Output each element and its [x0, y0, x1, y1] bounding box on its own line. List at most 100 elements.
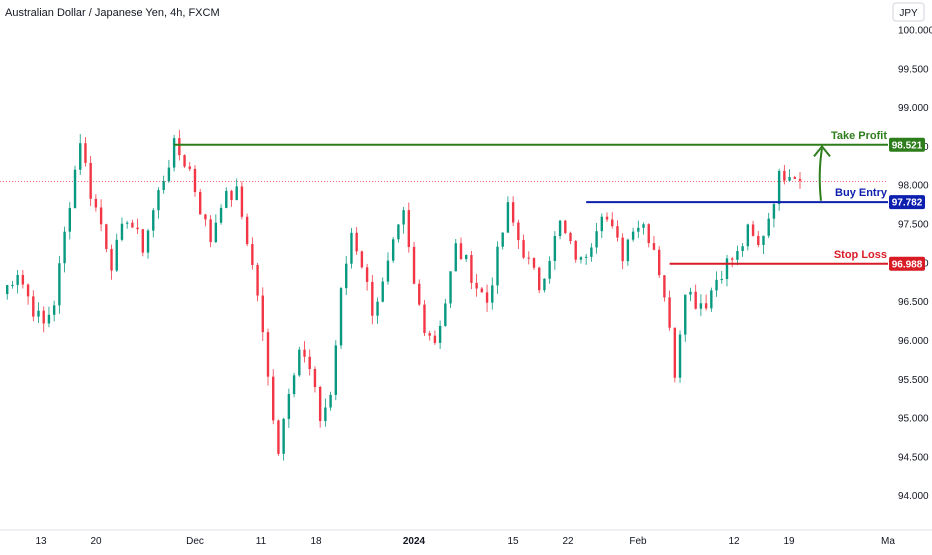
candle	[777, 168, 781, 211]
candle	[334, 340, 338, 401]
candle	[746, 223, 750, 251]
candle	[391, 237, 395, 263]
candle	[694, 284, 697, 310]
x-tick-label: 15	[507, 536, 519, 547]
candle	[376, 297, 379, 324]
x-tick-label: Dec	[186, 536, 204, 547]
candle	[522, 234, 525, 259]
candle	[303, 341, 306, 363]
candle	[84, 137, 87, 167]
candle	[433, 330, 437, 345]
candle	[590, 243, 593, 262]
candle	[438, 320, 442, 350]
y-tick-label: 100.000	[898, 26, 932, 37]
currency-button[interactable]: JPY	[892, 2, 925, 22]
candle	[762, 235, 765, 255]
candle	[684, 294, 687, 342]
candle	[198, 188, 202, 215]
candle	[736, 245, 739, 266]
candle	[464, 254, 468, 262]
y-tick-label: 96.500	[898, 297, 929, 308]
candle	[652, 236, 656, 251]
candle	[558, 219, 562, 240]
chart-title: Australian Dollar / Japanese Yen, 4h, FX…	[5, 7, 220, 19]
candle	[287, 388, 291, 428]
candle	[663, 275, 666, 302]
candle	[105, 223, 108, 253]
candle	[605, 212, 609, 222]
y-tick-label: 94.000	[898, 491, 929, 502]
arrow-layer	[813, 144, 831, 201]
candle	[678, 330, 682, 383]
candle	[480, 286, 484, 293]
candle	[689, 287, 692, 302]
candle	[704, 294, 708, 311]
candle	[725, 254, 729, 287]
candle	[418, 279, 421, 307]
level-name-label: Buy Entry	[835, 187, 888, 199]
levels-layer[interactable]: Take Profit Buy Entry Stop Loss	[174, 130, 888, 265]
candle	[329, 391, 332, 411]
y-tick-label: 97.500	[898, 220, 929, 231]
candle	[595, 222, 598, 254]
candle	[553, 231, 557, 270]
candle	[720, 270, 723, 284]
candle	[16, 269, 19, 294]
candle	[501, 232, 504, 250]
candle	[543, 278, 546, 293]
candle	[397, 224, 400, 243]
price-tag	[889, 256, 925, 271]
candle	[42, 306, 45, 333]
candle	[26, 283, 30, 305]
candle	[37, 302, 40, 323]
candle	[757, 231, 760, 248]
candle	[308, 349, 311, 376]
candle	[491, 277, 494, 310]
y-tick-label: 94.500	[898, 452, 929, 463]
candle	[318, 385, 322, 428]
candle	[99, 199, 103, 231]
candle	[668, 290, 671, 331]
candle	[730, 256, 734, 268]
candle	[157, 187, 160, 219]
candle	[564, 219, 567, 235]
candle	[793, 175, 796, 180]
candle	[261, 287, 264, 341]
candle	[538, 266, 541, 294]
candle	[407, 202, 411, 253]
candle	[6, 284, 9, 300]
candle	[637, 220, 640, 239]
candle	[402, 206, 405, 234]
candle	[511, 196, 515, 226]
time-axis[interactable]: 13 20 Dec 11 18 2024 15 22 Feb 12 19 Ma	[0, 529, 932, 547]
price-tag-label: 97.782	[892, 198, 923, 209]
candle	[11, 280, 14, 289]
candle	[32, 290, 35, 322]
candle	[371, 274, 374, 325]
candle	[360, 250, 364, 269]
candle	[183, 154, 186, 169]
candle	[365, 263, 369, 291]
candle	[266, 328, 270, 386]
candle	[245, 213, 249, 247]
candle	[58, 255, 61, 314]
candle	[584, 253, 588, 265]
candle	[381, 277, 384, 303]
candle	[485, 284, 489, 312]
candle	[209, 215, 212, 248]
candle	[146, 228, 150, 259]
level-name-label: Take Profit	[831, 130, 887, 142]
x-tick-label: 12	[728, 536, 740, 547]
candle	[230, 189, 233, 207]
candle	[21, 270, 25, 289]
candle	[569, 231, 572, 245]
level-name-label: Stop Loss	[834, 249, 887, 261]
y-tick-label: 96.000	[898, 336, 929, 347]
candle	[412, 241, 416, 285]
candle	[470, 251, 473, 290]
candle	[73, 165, 77, 209]
candle	[240, 181, 244, 220]
candle	[324, 398, 327, 427]
